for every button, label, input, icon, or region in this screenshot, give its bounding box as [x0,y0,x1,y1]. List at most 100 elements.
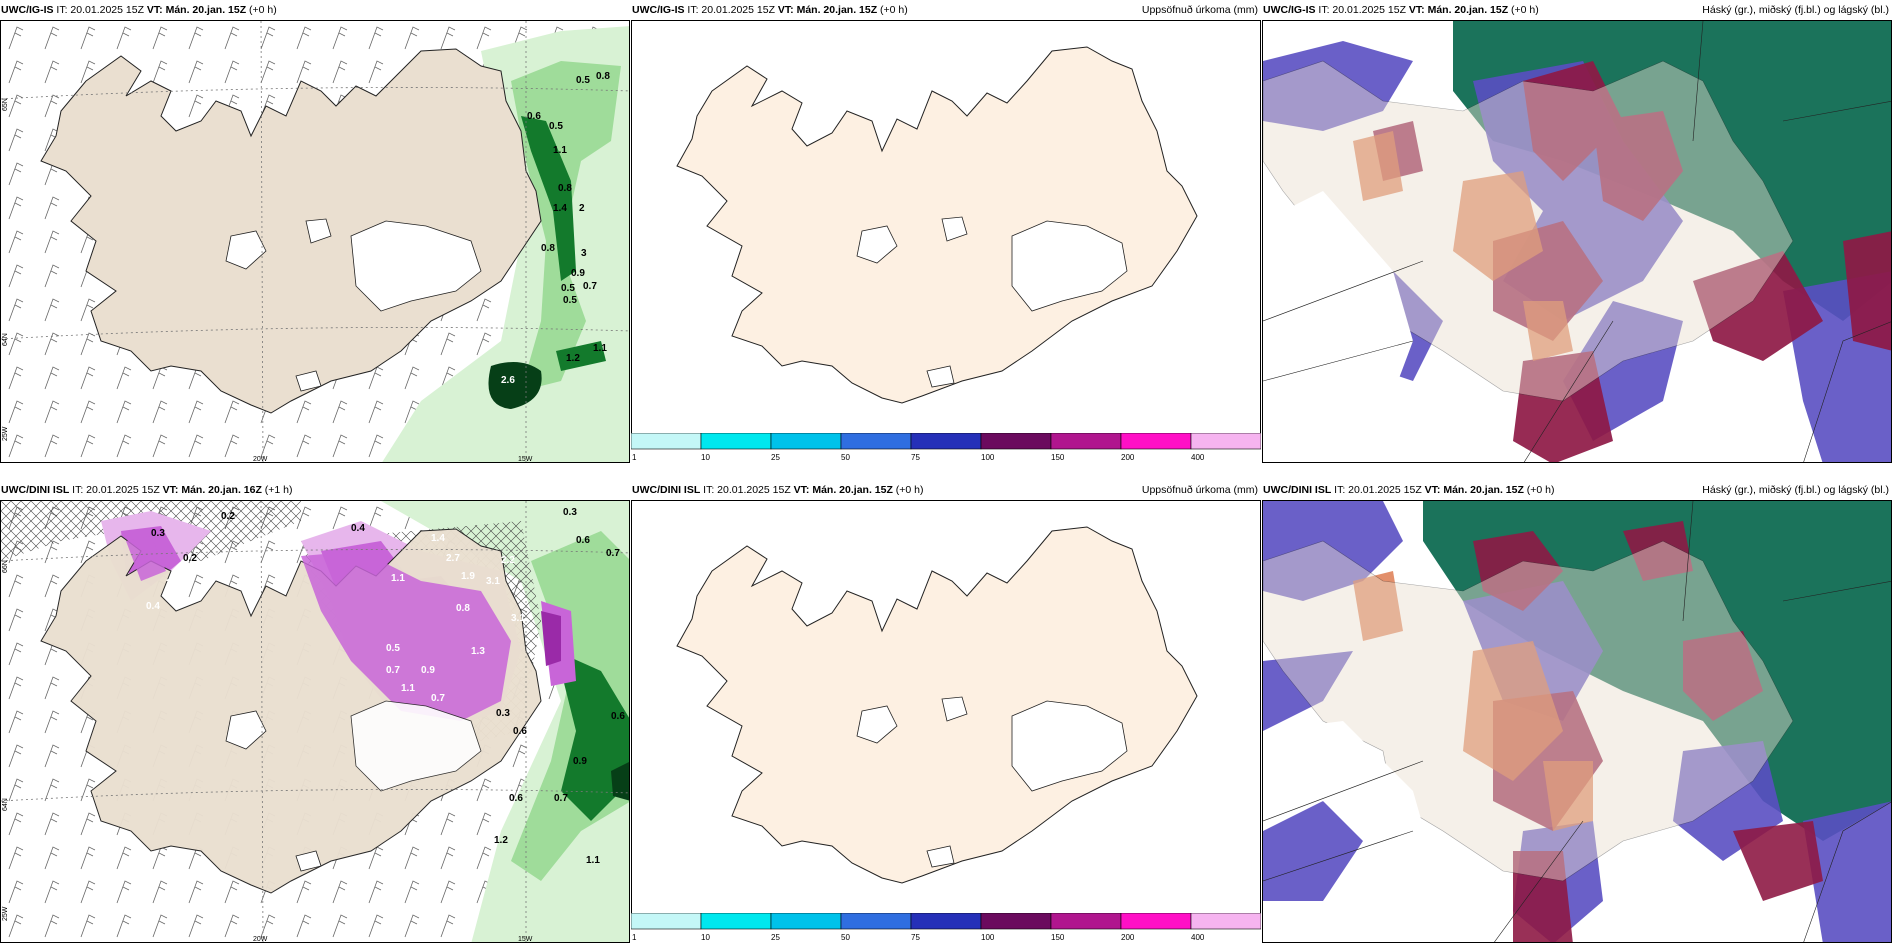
colorbar-swatch [910,912,982,930]
glacier-langjokull [225,230,267,270]
colorbar-swatch [910,432,982,450]
purple-over-land [126,536,511,721]
valid-time: Mán. 20.jan. 15Z [1443,484,1524,496]
lead-time: (+0 h) [1526,484,1555,496]
lead-time: (+0 h) [1511,4,1539,16]
precip-value: 0.2 [221,511,235,522]
precip-value: 0.7 [554,793,568,804]
precip-darkest-green [611,762,629,801]
precip-value: 0.6 [527,111,541,122]
iceland-landmass [40,48,542,414]
lat-label: 64N [2,333,9,346]
lead-time: (+0 h) [895,484,924,496]
valid-time: Mán. 20.jan. 15Z [796,4,878,16]
colorbar-svg [630,912,1262,930]
precip-value: 0.7 [431,693,445,704]
graticule-lines [1263,21,1891,462]
colorbar-swatch [840,432,912,450]
precip-value: 0.9 [421,665,435,676]
colorbar-tick: 25 [771,453,780,462]
colorbar [630,912,1262,933]
valid-time: Mán. 20.jan. 15Z [812,484,893,496]
precip-value: 1.2 [494,835,508,846]
glacier-vatnajokull [350,220,482,312]
colorbar-tick: 200 [1121,933,1135,942]
init-time: IT: 20.01.2025 15Z [56,4,144,16]
precip-value: 0.7 [606,548,620,559]
precip-value: 0.7 [583,281,597,292]
colorbar-swatch [700,912,772,930]
panel-header: UWC/IG-IS IT: 20.01.2025 15Z VT: Mán. 20… [0,0,630,20]
colorbar-tick: 1 [632,933,637,942]
colorbar-tick: 50 [841,453,850,462]
glacier-hofsjokull [305,218,332,244]
glacier-hofsjokull [941,216,968,242]
white-clear-gap [1263,721,1433,942]
graticule [1,501,629,942]
valid-time: Mán. 20.jan. 15Z [165,4,247,16]
valid-time: Mán. 20.jan. 16Z [181,484,262,496]
colorbar-tick: 150 [1051,453,1065,462]
map-frame [631,500,1261,913]
glacier-vatnajokull [1011,700,1128,792]
valid-time-key: VT: [1424,484,1441,496]
colorbar-tick: 100 [981,933,995,942]
glacier-langjokull [856,705,898,744]
valid-time-key: VT: [162,484,179,496]
valid-time-key: VT: [1408,4,1425,16]
low-cloud-orange [1353,131,1573,361]
colorbar-tick: 150 [1051,933,1065,942]
precip-value: 0.4 [351,523,365,534]
axis-labels: 65N 64N 25W 20W 15W [2,98,533,462]
precip-dark-green [556,651,629,821]
precip-value: 2.7 [446,553,460,564]
colorbar-swatch [980,432,1052,450]
model-name: UWC/DINI ISL [632,484,701,496]
precip-value: 0.4 [146,601,160,612]
colorbar-tick: 10 [701,933,710,942]
colorbar-swatch [1050,432,1122,450]
precip-value: 0.2 [183,553,197,564]
init-time: IT: 20.01.2025 15Z [1334,484,1422,496]
model-name: UWC/DINI ISL [1263,484,1332,496]
panel-title: Uppsöfnuð úrkoma (mm) [1141,484,1258,496]
colorbar-swatch [1120,912,1192,930]
axis-labels: 66N 64N 25W 20W 15W [2,560,533,943]
glacier-myrdalsjokull [926,845,955,868]
map-svg [1263,501,1891,942]
panel-top-right-clouds: UWC/IG-IS IT: 20.01.2025 15Z VT: Mán. 20… [1262,0,1892,463]
panel-title: Háský (gr.), miðský (fj.bl.) og lágský (… [1702,484,1889,496]
lat-label: 65N [2,98,9,111]
colorbar-swatch [770,432,842,450]
colorbar-tick: 1 [632,453,637,462]
map-frame [1262,500,1892,943]
precip-dark-blob [556,341,606,371]
precip-value: 2.6 [501,375,515,386]
low-cloud-orange [1353,571,1593,831]
precip-value: 2.2 [501,555,515,566]
glacier-vatnajokull [350,700,482,792]
colorbar-swatch [770,912,842,930]
precip-value: 1.1 [391,573,405,584]
precip-value: 0.8 [558,183,572,194]
map-svg [1263,21,1891,462]
lon-label-left: 25W [2,906,9,921]
colorbar-tick: 75 [911,453,920,462]
precip-value: 3 [581,248,587,259]
precip-value: 0.6 [509,793,523,804]
map-svg: 0.5 0.8 0.6 0.5 1.1 0.8 1.4 2 0.8 3 0.9 … [1,21,629,462]
lon-label: 15W [518,936,533,943]
precip-value: 1.1 [401,683,415,694]
map-svg: 0.3 0.2 0.4 0.3 0.6 0.7 2.1 0.2 1.4 2.7 … [1,501,629,943]
colorbar-tick: 100 [981,453,995,462]
panel-bottom-right-clouds: UWC/DINI ISL IT: 20.01.2025 15Z VT: Mán.… [1262,480,1892,943]
precip-value: 2 [579,203,585,214]
panel-header: UWC/IG-IS IT: 20.01.2025 15Z VT: Mán. 20… [1262,0,1892,20]
precip-value: 0.3 [151,528,165,539]
map-frame [631,20,1261,433]
precip-value: 1.1 [586,855,600,866]
glacier-langjokull [856,225,898,264]
lead-time: (+0 h) [880,4,908,16]
valid-time: Mán. 20.jan. 15Z [1427,4,1509,16]
map-svg [676,526,1198,884]
